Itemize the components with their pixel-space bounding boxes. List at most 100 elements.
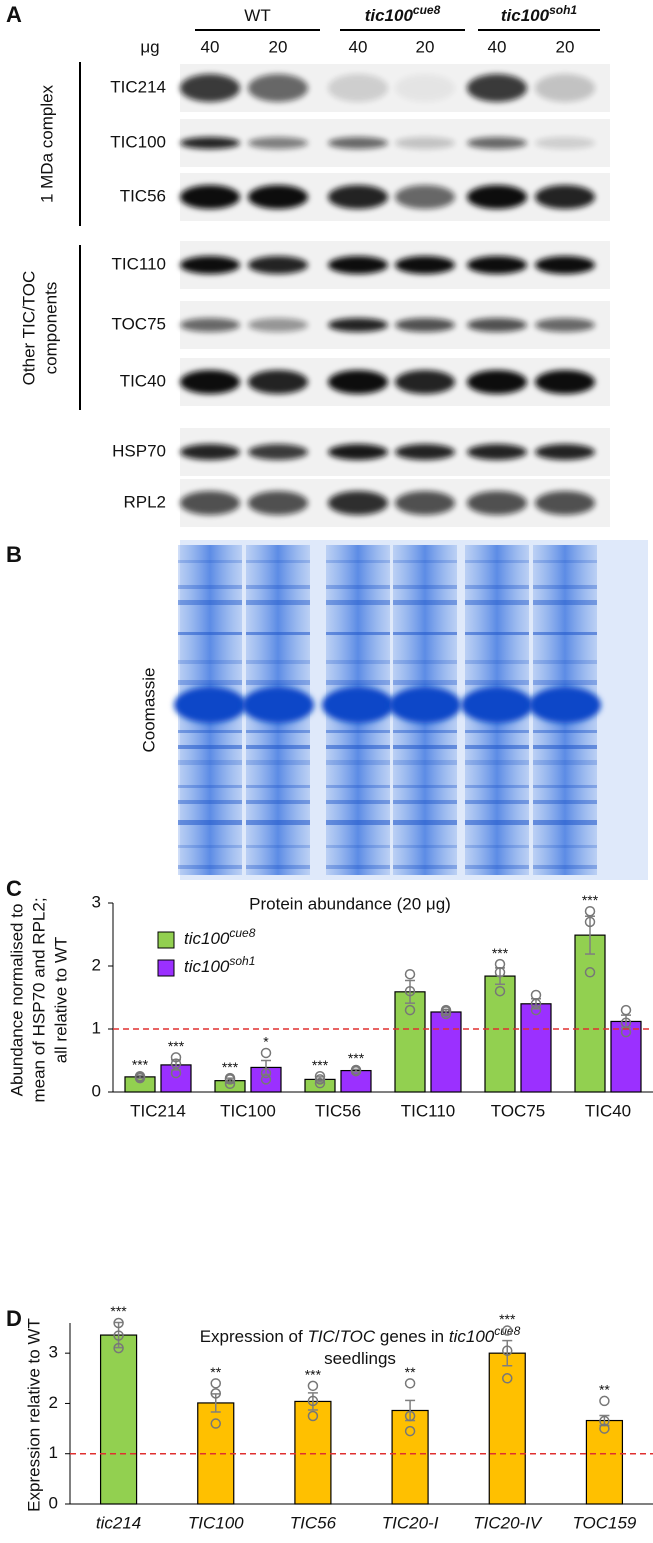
blot-band [395,318,455,332]
gel-band [326,730,390,733]
x-tick-label: TOC75 [491,1101,546,1120]
genotype-name: tic100 [365,6,414,25]
gel-band [533,820,597,825]
gel-band [178,730,242,733]
gel-band [465,800,529,804]
gel-band [465,585,529,589]
y-tick-label: 0 [92,1081,101,1100]
gel-band [393,760,457,765]
gel-band [178,745,242,749]
gel-band [465,730,529,733]
gel-band [326,745,390,749]
amount-unit: μg [140,37,159,56]
blot-row-label: TIC214 [110,77,166,96]
data-point [307,1395,319,1407]
gel-band [326,785,390,788]
x-tick-label: TIC40 [585,1101,631,1120]
gel-band [242,687,314,723]
data-point [260,1067,272,1079]
data-point [210,1388,221,1399]
bar [394,991,426,1093]
blot-band [467,256,527,274]
data-point [620,1017,632,1028]
gel-band [533,600,597,605]
data-point [260,1047,272,1059]
gel-band [393,560,457,563]
coomassie-label: Coomassie [139,667,158,752]
y-tick-label: 2 [49,1393,58,1412]
x-tick-label: TIC100 [188,1513,244,1532]
gel-band [246,845,310,848]
gel-band [326,820,390,825]
x-tick-label: TIC20-I [382,1513,439,1532]
data-point [599,1395,610,1407]
legend-superscript: cue8 [229,926,255,940]
gel-band [393,660,457,664]
title-run: Expression of [200,1327,308,1346]
gel-band [533,680,597,685]
blot-band [535,74,595,102]
blot-band [248,185,308,209]
gel-band [393,632,457,635]
significance-label: *** [110,1303,127,1319]
data-point [584,967,596,978]
gel-band [326,800,390,804]
blot-band [180,491,240,515]
data-point [530,989,542,1001]
x-tick-label: tic214 [96,1513,141,1532]
significance-label: *** [132,1056,149,1072]
blot-band [248,256,308,274]
genotype-superscript: soh1 [549,3,577,17]
panel-label: B [6,542,22,567]
blot-row-label: TOC75 [112,314,167,333]
gel-band [393,680,457,685]
blot-band [535,185,595,209]
legend-label: tic100cue8 [184,926,256,948]
gel-band [533,560,597,563]
y-axis-label: Abundance normalised to [7,904,26,1097]
gel-band [393,730,457,733]
data-point [494,958,506,970]
gel-band [178,865,242,869]
gel-band [393,845,457,848]
gel-band [461,687,533,723]
blot-band [395,74,455,102]
data-point [494,985,506,997]
data-point [113,1330,124,1341]
amount-label: 40 [488,37,507,56]
legend-swatch [157,931,175,949]
significance-label: *** [499,1311,516,1327]
blot-band [248,444,308,460]
data-point [440,1004,452,1016]
blot-band [535,444,595,460]
gel-band [178,800,242,804]
amount-label: 20 [416,37,435,56]
blot-band [395,444,455,460]
data-point [350,1064,362,1076]
gel-band [246,865,310,869]
data-point [314,1071,326,1082]
data-point [584,916,596,928]
gel-band [465,632,529,635]
x-tick-label: TOC159 [572,1513,636,1532]
data-point [113,1317,124,1329]
blot-band [180,256,240,274]
blot-band [467,370,527,394]
blot-row-label: TIC110 [112,254,167,273]
data-point [307,1380,319,1392]
data-point [170,1058,182,1069]
chart-title: seedlings [324,1349,396,1368]
blot-band [535,370,595,394]
significance-label: ** [210,1364,221,1380]
blot-band [248,370,308,394]
blot-band [467,444,527,460]
gel-band [178,820,242,825]
significance-label: * [263,1034,269,1050]
blot-band [248,318,308,332]
x-tick-label: TIC214 [130,1101,186,1120]
gel-band [533,745,597,749]
data-point [224,1072,236,1084]
gel-band [326,585,390,589]
blot-band [180,185,240,209]
